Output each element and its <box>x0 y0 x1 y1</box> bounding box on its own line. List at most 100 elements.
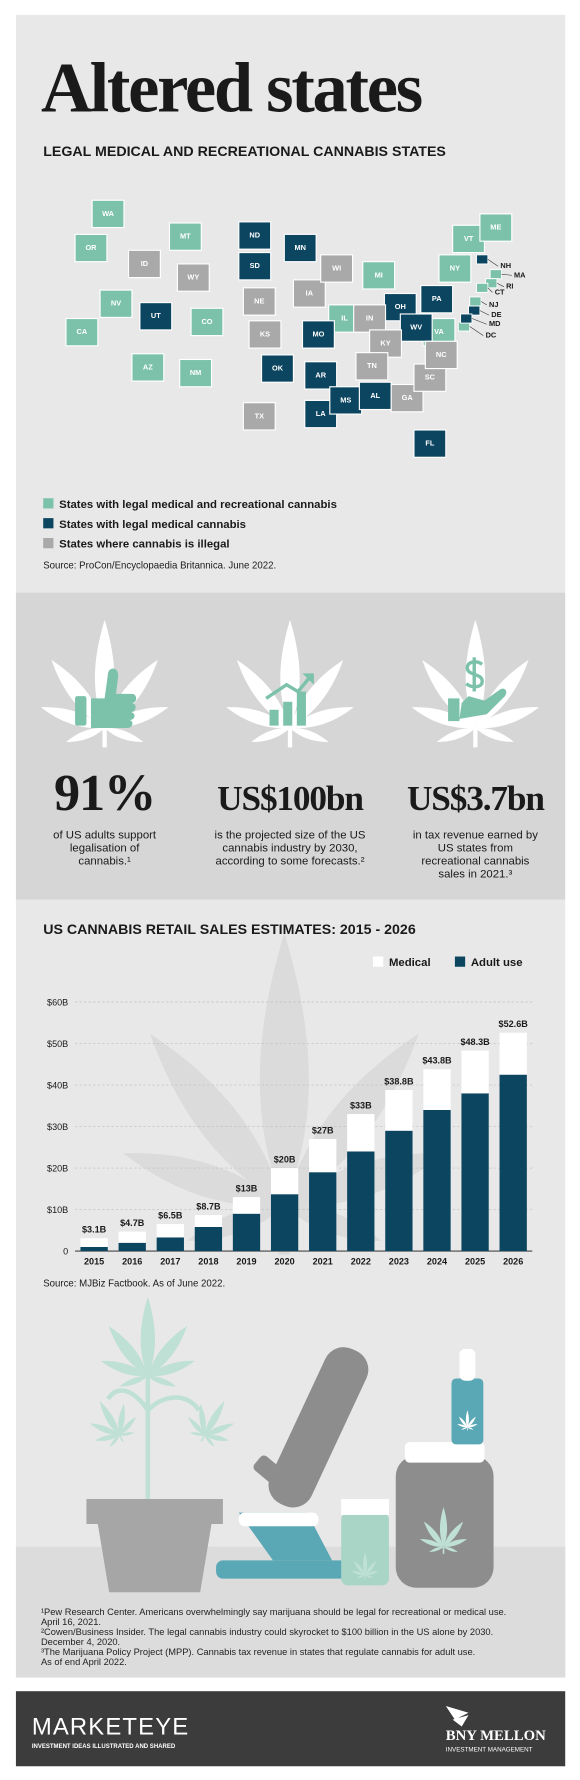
legend-label: Adult use <box>471 957 523 969</box>
state-label: OH <box>395 302 406 311</box>
bar-segment <box>385 1130 413 1252</box>
legend-swatch <box>373 956 384 967</box>
state <box>355 352 389 381</box>
state-label: NM <box>190 368 201 377</box>
stat-value: US$3.7bn <box>407 779 545 818</box>
state <box>242 402 276 431</box>
footnotes: ¹Pew Research Center. Americans overwhel… <box>41 1607 506 1667</box>
legend-label: States with legal medical and recreation… <box>59 499 337 511</box>
state <box>452 224 486 254</box>
footnote: December 4, 2020. <box>41 1637 120 1647</box>
bar-segment <box>347 1114 375 1152</box>
state-label: MS <box>340 395 351 404</box>
legend-swatch <box>43 538 54 549</box>
state-label: OK <box>272 364 284 373</box>
state <box>179 358 213 388</box>
state <box>238 221 272 250</box>
bar-segment <box>118 1231 146 1243</box>
money-icon <box>448 657 507 722</box>
bar-segment <box>347 1151 375 1252</box>
state <box>399 313 433 342</box>
bar-chart: 0 $10B $20B $30B $40B $50B $60B $3.1B 2015 $4.7B 2… <box>47 956 533 1267</box>
bar-segment <box>232 1213 261 1252</box>
y-tick-label: $60B <box>47 997 68 1007</box>
state <box>139 302 173 331</box>
state <box>242 287 276 316</box>
state-label: MD <box>489 319 501 328</box>
total-label: $20B <box>274 1154 296 1164</box>
state <box>424 340 458 370</box>
total-label: $6.5B <box>158 1210 183 1220</box>
footer-brand: MARKETEYE <box>32 1713 190 1740</box>
state-label: TN <box>367 361 377 370</box>
state-label: NJ <box>489 300 498 309</box>
state <box>74 233 108 263</box>
state-label: AZ <box>143 362 153 371</box>
x-tick-label: 2022 <box>351 1257 371 1267</box>
leader-line <box>487 287 493 293</box>
total-label: $27B <box>312 1125 334 1135</box>
footnote: ²Cowen/Business Insider. The legal canna… <box>41 1627 493 1637</box>
state-label: NH <box>500 261 511 270</box>
footer-logo <box>445 1705 469 1727</box>
bar-segment <box>423 1069 451 1110</box>
state-label: VT <box>464 234 474 243</box>
x-tick-label: 2019 <box>236 1257 256 1267</box>
state-label: VA <box>434 327 444 336</box>
state <box>413 429 447 458</box>
state <box>469 296 482 307</box>
leader-line <box>469 326 484 336</box>
stat-text: cannabis industry by 2030, <box>222 842 357 854</box>
state-label: KS <box>260 329 270 338</box>
footnote: ³The Marijuana Policy Project (MPP). Can… <box>41 1647 475 1657</box>
x-tick-label: 2017 <box>160 1257 180 1267</box>
stat-text: of US adults support <box>53 829 157 841</box>
state <box>190 307 224 337</box>
chart-title: US CANNABIS RETAIL SALES ESTIMATES: 2015… <box>43 922 416 938</box>
state-label: ND <box>249 230 260 239</box>
legend-label: Medical <box>389 957 431 969</box>
map-source: Source: ProCon/Encyclopaedia Britannica.… <box>43 561 276 572</box>
x-tick-label: 2020 <box>274 1257 294 1267</box>
x-tick-label: 2018 <box>198 1257 218 1267</box>
state <box>476 282 489 293</box>
map-heading: LEGAL MEDICAL AND RECREATIONAL CANNABIS … <box>43 144 446 160</box>
state-label: IN <box>366 313 373 322</box>
state-label: GA <box>402 393 414 402</box>
state <box>238 252 272 281</box>
legend-swatch <box>43 518 54 529</box>
state-label: IA <box>306 288 314 297</box>
bar-segment <box>156 1237 184 1252</box>
chart-source: Source: MJBiz Factbook. As of June 2022. <box>43 1278 225 1289</box>
bar-segment <box>461 1050 489 1094</box>
x-tick-label: 2015 <box>84 1257 104 1267</box>
stat-text: US states from <box>438 842 513 854</box>
state-label: AR <box>315 370 326 379</box>
state <box>99 289 133 318</box>
state-label: ID <box>141 259 149 268</box>
y-tick-label: $20B <box>47 1163 68 1173</box>
state-label: RI <box>506 282 513 291</box>
legend-label: States where cannabis is illegal <box>59 539 229 551</box>
x-tick-label: 2026 <box>503 1257 523 1267</box>
bar-segment <box>80 1238 108 1247</box>
state <box>438 254 472 283</box>
bar-segment <box>385 1090 413 1131</box>
state <box>283 233 317 263</box>
state-label: CO <box>201 317 212 326</box>
state-label: MO <box>312 329 324 338</box>
state-label: ME <box>490 223 501 232</box>
total-label: $8.7B <box>196 1201 221 1211</box>
thumb-icon <box>75 668 137 728</box>
state-label: KY <box>380 339 390 348</box>
state <box>329 386 363 415</box>
state <box>127 249 161 279</box>
state <box>353 304 387 333</box>
state-label: MA <box>514 270 526 279</box>
state-label: SD <box>250 261 261 270</box>
illustration <box>78 1296 494 1593</box>
stat-text: legalisation of <box>70 842 140 854</box>
stat-text: according to some forecasts.² <box>216 855 365 867</box>
footer-tagline: INVESTMENT IDEAS ILLUSTRATED AND SHARED <box>32 1744 176 1750</box>
